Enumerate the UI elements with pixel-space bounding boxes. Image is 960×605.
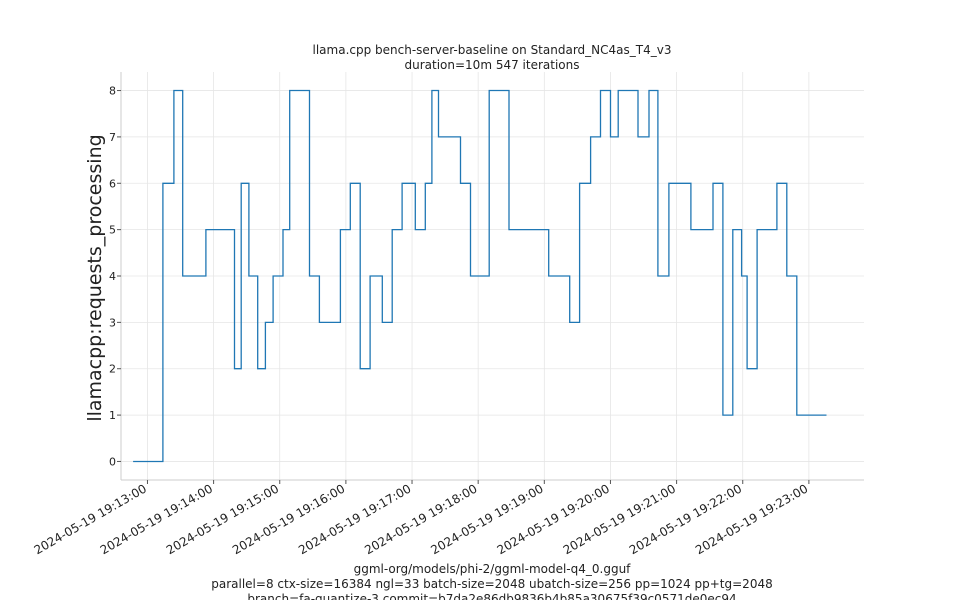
x-tick-label: 2024-05-19 19:13:00 [32,481,149,557]
x-tick-label: 2024-05-19 19:23:00 [693,481,810,557]
x-tick-label: 2024-05-19 19:22:00 [627,481,744,557]
chart-title: llama.cpp bench-server-baseline on Stand… [313,43,672,57]
y-tick-label: 8 [109,85,116,98]
y-tick-label: 4 [109,270,116,283]
x-tick-label: 2024-05-19 19:19:00 [428,481,545,557]
footer-line-3: branch=fa-quantize-3 commit=b7da2e86db98… [247,592,736,600]
x-tick-label: 2024-05-19 19:20:00 [495,481,612,557]
series-line [133,89,827,463]
x-tick-label: 2024-05-19 19:14:00 [98,481,215,557]
y-tick-label: 5 [109,224,116,237]
x-tick-label: 2024-05-19 19:16:00 [230,481,347,557]
y-tick-label: 0 [109,455,116,468]
x-tick-label: 2024-05-19 19:15:00 [164,481,281,557]
chart-subtitle: duration=10m 547 iterations [405,58,580,72]
y-tick-label: 1 [109,409,116,422]
y-tick-label: 2 [109,363,116,376]
footer-line-2: parallel=8 ctx-size=16384 ngl=33 batch-s… [211,577,772,591]
footer-line-1: ggml-org/models/phi-2/ggml-model-q4_0.gg… [354,562,632,576]
y-tick-label: 6 [109,177,116,190]
y-tick-label: 3 [109,316,116,329]
x-tick-label: 2024-05-19 19:18:00 [362,481,479,557]
y-axis-label: llamacpp:requests_processing [84,134,106,421]
x-tick-label: 2024-05-19 19:17:00 [296,481,413,557]
x-tick-label: 2024-05-19 19:21:00 [561,481,678,557]
y-tick-label: 7 [109,131,116,144]
